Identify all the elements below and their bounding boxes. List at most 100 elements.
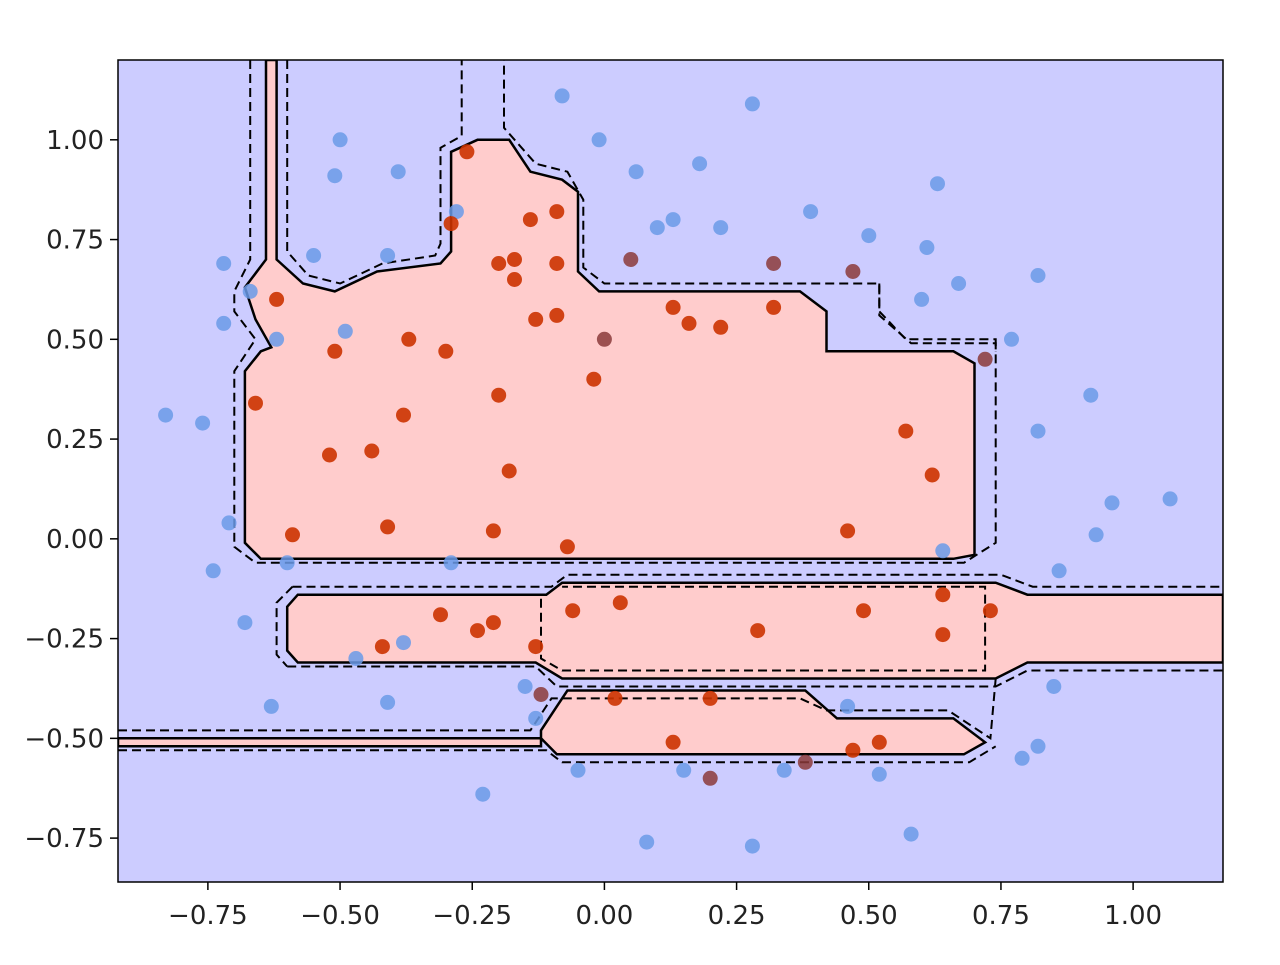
y-tick-label: 0.00 bbox=[46, 525, 104, 555]
y-tick-label: 1.00 bbox=[46, 126, 104, 156]
class_0-point bbox=[390, 164, 406, 180]
class_0-point bbox=[692, 156, 708, 172]
class_1-point bbox=[396, 407, 411, 423]
class_0-point bbox=[861, 228, 877, 244]
class_1-point bbox=[528, 311, 544, 327]
class_0-point bbox=[195, 415, 211, 431]
x-tick-label: 0.50 bbox=[840, 901, 898, 931]
class_1-point bbox=[549, 307, 565, 323]
class_0-point bbox=[332, 132, 348, 148]
class_1-point bbox=[491, 387, 507, 403]
class_1-point bbox=[935, 627, 951, 643]
class_0-point bbox=[337, 323, 353, 339]
class_0-point bbox=[713, 220, 729, 236]
y-tick-label: 0.75 bbox=[46, 226, 104, 256]
class_0-point bbox=[1088, 527, 1104, 543]
class_0-point bbox=[676, 762, 692, 778]
class_0-point bbox=[327, 168, 343, 184]
class_0-point bbox=[649, 220, 665, 236]
class_0-point bbox=[205, 563, 221, 579]
upper-margin-inner bbox=[286, 60, 463, 285]
data-points bbox=[158, 88, 1178, 854]
class_1-point bbox=[766, 299, 782, 315]
class_1-point bbox=[501, 463, 517, 479]
class_0-point bbox=[1030, 738, 1046, 754]
class_1-point bbox=[528, 639, 544, 655]
class_1-point bbox=[565, 603, 581, 619]
class_0-point bbox=[1046, 679, 1062, 694]
class_0-point bbox=[396, 635, 411, 651]
class_0-point bbox=[158, 407, 174, 423]
y-tick-label: 0.25 bbox=[46, 425, 104, 455]
class_0-point bbox=[1051, 563, 1067, 579]
class_0-point bbox=[306, 248, 322, 263]
x-tick-label: 1.00 bbox=[1104, 901, 1162, 931]
class_1-point bbox=[364, 443, 380, 459]
class_1-point bbox=[681, 315, 697, 331]
class_1-point bbox=[248, 395, 263, 411]
class_1-point bbox=[507, 252, 522, 267]
class_1-point bbox=[750, 623, 766, 639]
class_0-point bbox=[216, 315, 232, 331]
class_1-point bbox=[322, 447, 337, 463]
upper-region bbox=[243, 60, 976, 561]
class_1-point bbox=[374, 639, 390, 655]
class_1-point bbox=[665, 299, 681, 315]
class_1-point bbox=[380, 519, 396, 535]
x-tick-label: −0.75 bbox=[168, 901, 248, 931]
misclassified-point bbox=[797, 754, 813, 770]
class_1-point bbox=[871, 734, 887, 750]
class_0-point bbox=[216, 256, 232, 271]
y-tick-label: 0.50 bbox=[46, 325, 104, 355]
class_0-point bbox=[517, 679, 533, 694]
class_0-point bbox=[528, 710, 544, 726]
class_0-point bbox=[628, 164, 644, 180]
class_1-point bbox=[522, 212, 538, 228]
class_0-point bbox=[744, 838, 760, 854]
x-tick-label: 0.25 bbox=[708, 901, 766, 931]
x-axis: −0.75 −0.50 −0.25 0.00 0.25 0.50 0.75 1.00 bbox=[168, 882, 1162, 931]
class_1-point bbox=[840, 523, 856, 539]
class_0-point bbox=[443, 555, 459, 571]
plot-frame bbox=[117, 59, 1224, 883]
class_0-point bbox=[242, 283, 258, 299]
class_0-point bbox=[639, 834, 655, 850]
class_0-point bbox=[237, 615, 253, 631]
class_0-point bbox=[1104, 495, 1120, 511]
class_0-point bbox=[448, 204, 464, 220]
class_1-point bbox=[438, 343, 454, 359]
class_0-point bbox=[554, 88, 570, 104]
class_0-point bbox=[221, 515, 237, 531]
class_0-point bbox=[1162, 491, 1178, 507]
class_1-point bbox=[713, 319, 729, 335]
class_0-point bbox=[871, 766, 887, 782]
misclassified-point bbox=[766, 256, 782, 271]
class_1-point bbox=[485, 523, 501, 539]
class_1-point bbox=[327, 343, 343, 359]
class_0-point bbox=[475, 786, 491, 802]
x-tick-label: −0.50 bbox=[300, 901, 380, 931]
class_0-point bbox=[380, 694, 396, 710]
class_1-point bbox=[935, 587, 951, 603]
x-tick-label: −0.25 bbox=[432, 901, 512, 931]
y-axis: 1.00 0.75 0.50 0.25 0.00 −0.25 −0.50 −0.75 bbox=[24, 126, 118, 854]
class_0-point bbox=[1014, 750, 1030, 766]
class_1-point bbox=[702, 690, 718, 706]
class_1-point bbox=[491, 256, 507, 271]
class_1-point bbox=[443, 216, 459, 232]
misclassified-point bbox=[845, 264, 861, 279]
band-margin-bottom bbox=[287, 665, 1223, 688]
class_0-point bbox=[263, 698, 279, 714]
class_1-point bbox=[485, 615, 501, 631]
class_0-point bbox=[348, 651, 364, 666]
class_1-point bbox=[898, 423, 914, 439]
class_1-point bbox=[607, 690, 623, 706]
y-tick-label: −0.25 bbox=[24, 625, 104, 655]
y-tick-label: −0.75 bbox=[24, 824, 104, 854]
class_0-point bbox=[840, 698, 856, 714]
class_1-point bbox=[924, 467, 940, 483]
class_0-point bbox=[570, 762, 586, 778]
class_0-point bbox=[279, 555, 295, 571]
class_0-point bbox=[776, 762, 792, 778]
